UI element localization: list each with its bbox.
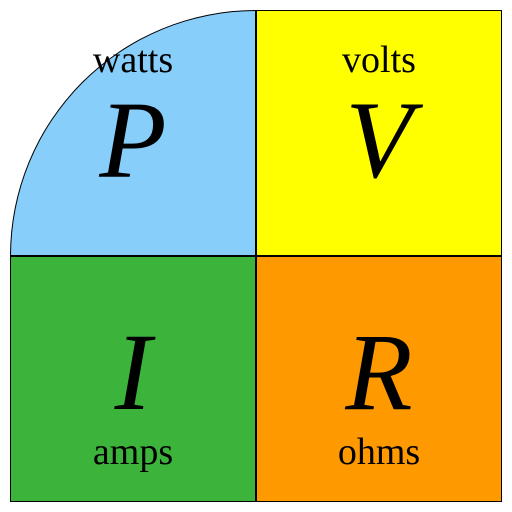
symbol-label: R <box>345 317 412 427</box>
ohms-law-diagram: wattsPvoltsVIampsRohms <box>0 0 512 512</box>
unit-label: ohms <box>338 433 420 471</box>
unit-label: volts <box>342 41 416 79</box>
unit-label: watts <box>93 41 173 79</box>
unit-label: amps <box>93 433 173 471</box>
symbol-label: V <box>345 85 412 195</box>
quadrant-bottom-left: Iamps <box>10 256 256 502</box>
symbol-label: P <box>99 85 166 195</box>
symbol-label: I <box>115 317 152 427</box>
quadrant-bottom-right: Rohms <box>256 256 502 502</box>
quadrant-top-right: volts V <box>256 10 502 256</box>
quadrant-top-left: watts P <box>10 10 256 256</box>
